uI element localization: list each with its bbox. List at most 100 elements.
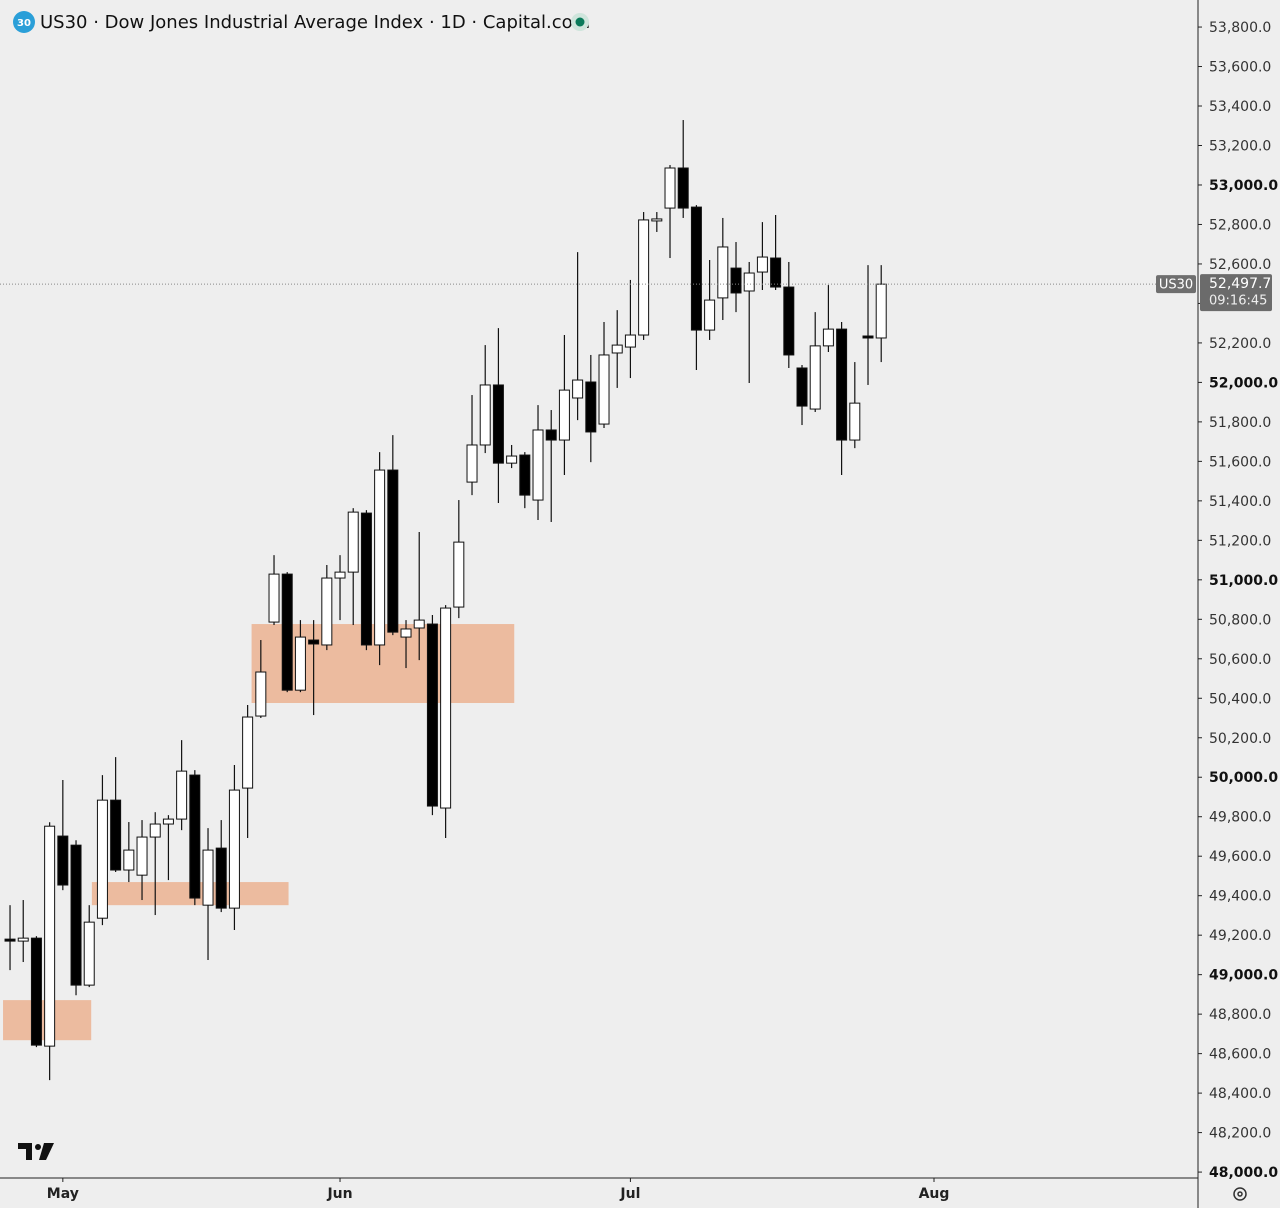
candle-body	[30, 937, 42, 1046]
candle-body	[321, 577, 333, 646]
y-tick-label: 51,000.0	[1209, 573, 1278, 589]
candle-body	[479, 384, 491, 446]
candle-body	[360, 512, 372, 646]
candle-body	[17, 937, 29, 942]
x-tick-label: May	[47, 1186, 79, 1202]
symbol-tag-text: US30	[1159, 278, 1193, 293]
y-tick-label: 50,400.0	[1209, 691, 1271, 707]
candle-body	[638, 219, 650, 336]
badge-text: 30	[17, 18, 31, 29]
y-tick-label: 50,000.0	[1209, 770, 1278, 786]
candle-body	[413, 619, 425, 629]
candle-body	[268, 573, 280, 623]
candle-body	[770, 257, 782, 288]
settings-icon[interactable]	[1233, 1187, 1247, 1201]
price-tag-value: 52,497.7	[1209, 276, 1271, 292]
y-tick-label: 48,200.0	[1209, 1126, 1271, 1142]
y-tick-label: 53,800.0	[1209, 20, 1271, 36]
candle-body	[466, 444, 478, 483]
y-tick-label: 48,000.0	[1209, 1165, 1278, 1181]
candle-body	[453, 541, 465, 608]
candle-body	[215, 847, 227, 909]
symbol-tag	[1156, 275, 1196, 294]
y-tick-label: 52,600.0	[1209, 257, 1271, 273]
status-dot	[575, 17, 585, 27]
y-tick-label: 52,000.0	[1209, 375, 1278, 391]
y-tick-label: 48,800.0	[1209, 1007, 1271, 1023]
candle-body	[110, 799, 122, 871]
y-tick-label: 53,000.0	[1209, 178, 1278, 194]
candle-body	[281, 573, 293, 691]
candle-body	[440, 607, 452, 809]
y-tick-label: 50,200.0	[1209, 731, 1271, 747]
y-tick-label: 51,200.0	[1209, 533, 1271, 549]
candle-body	[730, 267, 742, 294]
candle-body	[506, 455, 518, 464]
symbol-badge	[13, 11, 35, 33]
x-tick-label: Jul	[619, 1186, 640, 1202]
y-tick-label: 50,600.0	[1209, 652, 1271, 668]
candle-body	[70, 844, 82, 986]
candle-body	[149, 823, 161, 838]
tradingview-logo	[18, 1143, 54, 1160]
y-tick-label: 51,600.0	[1209, 454, 1271, 470]
candle-body	[374, 469, 386, 646]
candle-body	[308, 639, 320, 645]
price-tag-countdown: 09:16:45	[1209, 294, 1267, 309]
candle-body	[400, 628, 412, 638]
y-tick-label: 48,400.0	[1209, 1086, 1271, 1102]
candle-body	[294, 636, 306, 691]
candle-body	[756, 256, 768, 273]
y-tick-label: 48,600.0	[1209, 1047, 1271, 1063]
y-tick-label: 49,600.0	[1209, 849, 1271, 865]
candle-body	[426, 623, 438, 807]
candle-body	[545, 429, 557, 441]
candle-body	[202, 849, 214, 906]
candle-body	[677, 167, 689, 209]
plot-area	[3, 120, 887, 1081]
candle-body	[558, 389, 570, 441]
candle-body	[585, 381, 597, 433]
candle-body	[532, 429, 544, 501]
candle-body	[519, 454, 531, 496]
candle-body	[4, 938, 16, 942]
candle-body	[572, 379, 584, 399]
candle-body	[123, 849, 135, 871]
candle-body	[822, 328, 834, 347]
y-tick-label: 53,600.0	[1209, 60, 1271, 76]
candle-body	[347, 511, 359, 573]
candle-body	[836, 328, 848, 441]
candle-body	[690, 206, 702, 331]
candle-body	[717, 246, 729, 299]
y-tick-label: 49,200.0	[1209, 928, 1271, 944]
y-tick-label: 53,400.0	[1209, 99, 1271, 115]
candle-body	[624, 334, 636, 348]
candle-body	[796, 367, 808, 407]
candle-body	[228, 789, 240, 909]
candle-body	[136, 836, 148, 876]
price-tag	[1200, 274, 1272, 312]
candle-body	[189, 774, 201, 899]
candle-body	[334, 571, 346, 579]
candle-body	[664, 167, 676, 209]
candle-body	[783, 286, 795, 356]
candle-body	[704, 299, 716, 331]
candle-body	[242, 716, 254, 789]
x-tick-label: Jun	[326, 1186, 352, 1202]
candle-body	[255, 671, 267, 717]
candle-body	[96, 799, 108, 919]
chart-title: US30 · Dow Jones Industrial Average Inde…	[40, 12, 590, 33]
candle-body	[598, 354, 610, 425]
y-tick-label: 49,000.0	[1209, 968, 1278, 984]
candle-body	[44, 825, 56, 1047]
candle-body	[809, 345, 821, 410]
candle-body	[611, 344, 623, 354]
candle-body	[387, 469, 399, 633]
candle-body	[57, 835, 69, 886]
candle-body	[83, 921, 95, 986]
y-tick-label: 53,200.0	[1209, 138, 1271, 154]
y-tick-label: 49,800.0	[1209, 810, 1271, 826]
